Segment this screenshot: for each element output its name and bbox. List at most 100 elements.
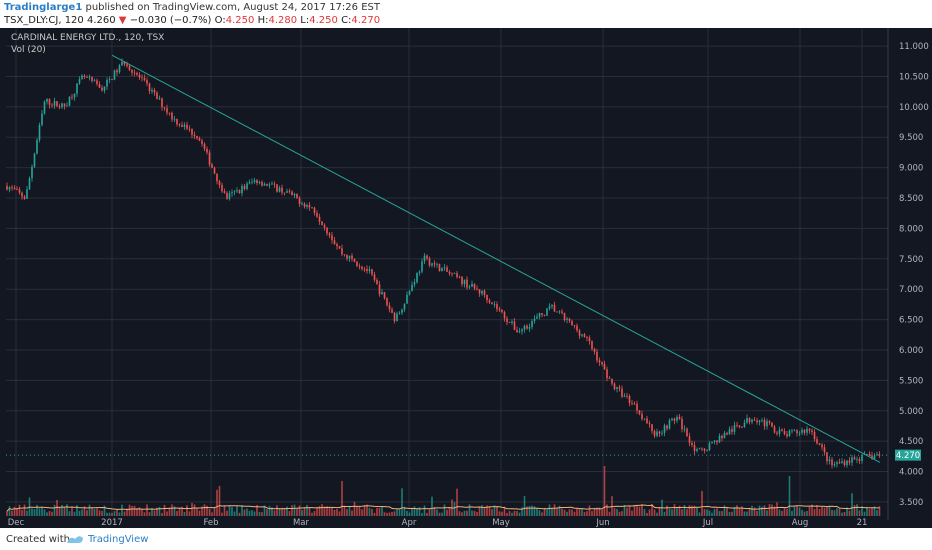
candle-body — [26, 189, 28, 199]
candle-body — [726, 432, 728, 435]
candle-body — [613, 383, 616, 390]
volume-bar — [361, 509, 363, 516]
candle-body — [533, 318, 536, 322]
volume-bar — [128, 504, 131, 516]
candle-body — [426, 255, 428, 259]
volume-bar — [411, 508, 413, 516]
candle-body — [718, 435, 721, 443]
volume-bar — [108, 512, 111, 516]
volume-bar — [633, 504, 636, 516]
volume-bar — [601, 509, 603, 516]
candle-body — [596, 351, 598, 361]
candle-body — [151, 89, 153, 92]
tradingview-brand[interactable]: TradingView — [88, 534, 149, 545]
volume-bar — [308, 507, 311, 516]
candle-body — [501, 309, 503, 313]
volume-bar — [51, 511, 53, 516]
volume-bar — [508, 510, 511, 516]
volume-bar — [748, 508, 751, 516]
volume-bar — [103, 505, 106, 516]
candle-body — [246, 183, 248, 189]
volume-bar — [791, 510, 793, 516]
candle-body — [211, 164, 213, 168]
candle-body — [806, 428, 808, 433]
trendline[interactable] — [111, 54, 881, 463]
candle-body — [551, 304, 553, 307]
volume-bar — [658, 507, 661, 516]
volume-bar — [643, 509, 646, 516]
volume-bar — [691, 505, 693, 516]
volume-bar — [106, 512, 108, 516]
volume-bar — [561, 508, 563, 516]
username-link[interactable]: Tradinglarge1 — [4, 2, 83, 13]
candle-body — [21, 192, 23, 197]
volume-bar — [653, 509, 656, 516]
candle-body — [721, 435, 723, 439]
time-axis[interactable]: Dec 2017 Feb Mar Apr May Jun Jul Aug 21 — [8, 518, 868, 528]
high-label: H: — [257, 15, 269, 26]
volume-bar — [701, 490, 703, 516]
volume-bar — [678, 505, 681, 516]
candle-body — [141, 77, 143, 79]
candle-body — [528, 327, 531, 329]
candle-body — [448, 271, 451, 274]
volume-bar — [586, 511, 588, 516]
candle-body — [51, 104, 53, 106]
volume-bar — [438, 512, 441, 516]
candle-body — [586, 336, 588, 338]
candle-body — [123, 61, 126, 65]
candle-body — [71, 96, 73, 98]
volume-bar — [681, 509, 683, 516]
price-axis[interactable]: 11.000 10.500 10.000 9.500 9.000 8.500 8.000 7.… — [887, 28, 932, 528]
candle-body — [603, 363, 606, 370]
volume-bar — [186, 505, 188, 516]
volume-bar — [728, 512, 731, 516]
volume-bar — [776, 502, 778, 516]
candle-body — [741, 426, 743, 428]
volume-bar — [846, 507, 848, 516]
volume-bar — [68, 511, 71, 516]
candle-body — [346, 254, 348, 259]
candle-body — [343, 254, 346, 256]
candle-body — [23, 196, 26, 199]
candle-body — [358, 265, 361, 267]
candle-body — [513, 321, 516, 330]
volume-bar — [268, 505, 271, 516]
candle-body — [118, 65, 121, 73]
candle-body — [573, 325, 576, 327]
volume-bar — [758, 505, 761, 516]
candle-body — [578, 330, 581, 336]
volume-bar — [548, 504, 551, 516]
candle-body — [81, 75, 83, 80]
volume-bar — [223, 505, 226, 516]
volume-bar — [481, 505, 483, 516]
volume-bar — [278, 508, 281, 516]
volume-bar — [236, 505, 238, 516]
price-chart[interactable]: 11.000 10.500 10.000 9.500 9.000 8.500 8.000 7.… — [0, 28, 932, 528]
candle-body — [36, 140, 38, 154]
volume-bar — [306, 504, 308, 516]
candle-body — [291, 191, 293, 196]
candle-body — [816, 439, 818, 444]
candle-body — [383, 292, 386, 299]
candle-body — [391, 309, 393, 313]
price-tick-label: 9.000 — [899, 164, 923, 174]
candle-body — [406, 294, 408, 304]
volume-bar — [573, 511, 576, 516]
candle-body — [563, 312, 566, 320]
candle-body — [398, 312, 401, 314]
volume-bar — [686, 509, 688, 516]
candle-body — [283, 192, 286, 194]
volume-bar — [526, 506, 528, 516]
volume-bar — [98, 510, 101, 516]
candle-body — [158, 98, 161, 100]
candle-body — [576, 325, 578, 331]
current-price-badge-bg — [895, 449, 921, 461]
volume-bar — [58, 506, 61, 516]
candle-body — [386, 298, 388, 306]
candle-body — [173, 118, 176, 120]
volume-bar — [858, 510, 861, 516]
candle-body — [443, 267, 446, 269]
volume-bar — [376, 508, 378, 516]
candle-body — [756, 420, 758, 423]
